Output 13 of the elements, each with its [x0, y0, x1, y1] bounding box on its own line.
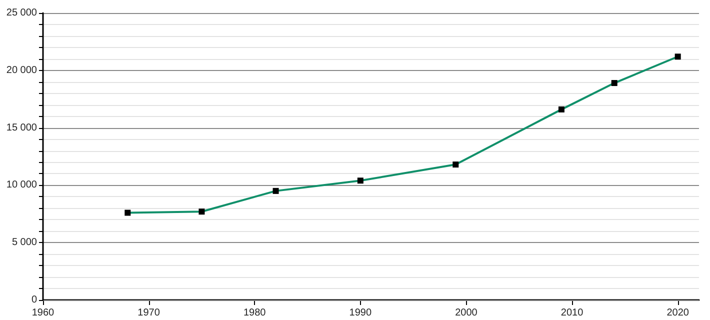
y-tick-label: 20 000	[6, 64, 38, 76]
x-tick-label: 2010	[560, 308, 584, 318]
x-tick-label: 1990	[349, 308, 372, 318]
y-tick-label: 0	[31, 294, 38, 306]
y-tick-label: 25 000	[6, 8, 38, 18]
x-tick-label: 1970	[138, 308, 160, 318]
x-tick-label: 1980	[243, 308, 266, 318]
x-tick-label: 2000	[455, 308, 478, 318]
y-tick-label: 10 000	[6, 180, 38, 191]
y-tick-label: 5 000	[12, 237, 38, 248]
x-tick-label: 2020	[666, 308, 690, 318]
y-tick-label: 15 000	[6, 122, 38, 134]
x-tick-label: 1960	[32, 308, 55, 318]
